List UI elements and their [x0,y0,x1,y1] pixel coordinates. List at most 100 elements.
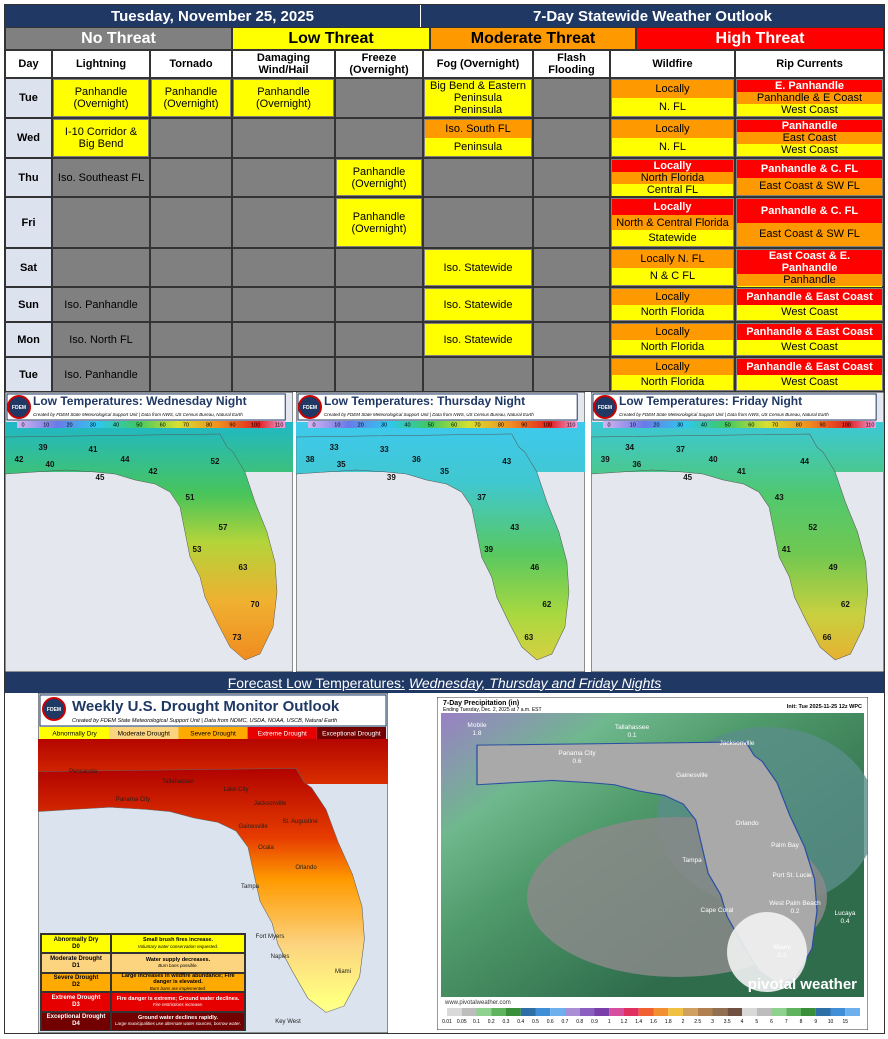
threat-cell: Big Bend & Eastern Peninsula Peninsula [423,78,533,118]
threat-text: North Florida [612,172,733,184]
scale-label: 60 [451,423,457,429]
scale-swatch [653,1008,669,1016]
threat-text: Iso. Statewide [425,250,531,285]
scale-label: 110 [275,423,284,429]
column-header: Tornado [150,50,232,78]
scale-label: 10 [43,423,49,429]
threat-cell: Panhandle & East Coast West Coast [735,357,884,392]
threat-cell [335,78,423,118]
scale-swatch [786,1008,801,1016]
city-label: Key West [275,1019,301,1025]
logo [7,395,31,419]
florida [38,768,365,1013]
threat-text: N & C FL [612,267,733,285]
category-label: Moderate Drought [118,731,171,738]
legend-impact: Ground water declines rapidly. [138,1015,218,1022]
threat-cell: Iso. North FL [52,322,150,357]
threat-text: Locally [612,80,733,98]
threat-cell: Iso. Statewide [423,287,533,322]
category-swatch [109,727,179,739]
threat-cell [335,248,423,287]
threat-cell: Iso. Statewide [423,322,533,357]
threat-cell [150,118,232,158]
temperature-label: 37 [676,445,685,454]
threat-cell: Locally North Florida Central FL [610,158,735,197]
temperature-label: 62 [542,600,551,609]
city-label: Tampa [241,884,260,890]
scale-label: 60 [748,423,754,429]
threat-text: Peninsula [425,104,531,116]
temperature-label: 41 [89,445,98,454]
scale-label: 8 [800,1019,803,1025]
city-label: St. Augustine [282,819,318,825]
scale-swatch [476,1008,492,1016]
temperature-label: 36 [632,460,641,469]
title-banner: 7-Day Statewide Weather Outlook [420,5,884,27]
legend-impact: Large increases in wildfire abundance; F… [121,973,235,986]
scale-bar [603,421,876,428]
temperature-label: 44 [121,455,130,464]
scale-label: 5 [755,1019,758,1025]
threat-cell: Iso. Southeast FL [52,158,150,197]
scale-swatch [756,1008,772,1016]
threat-cell [533,322,610,357]
scale-swatch [461,1008,477,1016]
scale-label: 60 [160,423,166,429]
threat-text: North Florida [612,304,733,320]
logo [42,697,66,721]
drought-legend: Abnormally Dry D0 Small brush fires increa… [40,933,246,1031]
legend-note: Large municipalities use alternate water… [115,1021,241,1027]
threat-cell: Iso. South FL Peninsula [423,118,533,158]
scale-label: 0 [607,423,610,429]
city-amount: 0.2 [777,952,786,959]
city-label: Tallahassee [615,724,650,731]
temperature-label: 53 [193,545,202,554]
scale-label: 7 [785,1019,788,1025]
threat-text: Iso. Statewide [425,324,531,355]
scale-swatch [520,1008,536,1016]
place-label: Cape Coral [701,907,734,914]
temperature-label: 45 [683,473,692,482]
category-label: Abnormally Dry [52,731,97,738]
temperature-label: 35 [337,460,346,469]
temperature-label: 66 [823,633,832,642]
category-swatch [178,727,248,739]
threat-text: West Coast [737,304,882,320]
scale-swatch [550,1008,565,1016]
scale-label: 0.4 [517,1019,524,1025]
place-label: Gainesville [676,772,708,779]
scale-label: 0.05 [457,1019,467,1025]
scale-swatch [845,1008,860,1016]
precip-subtitle: Ending Tuesday, Dec. 2, 2025 at 7 a.m. E… [443,707,542,713]
threat-text: Panhandle (Overnight) [234,80,333,116]
category-swatch [247,727,317,739]
scale-swatch [609,1008,624,1016]
column-header: Day [5,50,52,78]
scale-swatch [638,1008,654,1016]
threat-text: Panhandle & East Coast [737,289,882,305]
scale-label: 30 [381,423,387,429]
threat-cell [150,197,232,248]
day-cell: Sat [5,248,52,287]
threat-text: Locally N. FL [612,250,733,268]
city-label: Gainesville [238,824,268,830]
temperature-label: 40 [709,455,718,464]
place-label: Palm Bay [771,842,800,849]
day-cell: Wed [5,118,52,158]
logo-text: FDEM [12,405,26,411]
threat-cell [533,78,610,118]
threat-text: Peninsula [425,138,531,156]
threat-text: Panhandle & East Coast [737,324,882,340]
scale-swatch [624,1008,639,1016]
caption-nights: Wednesday, Thursday and Friday Nights [408,674,662,691]
scale-swatch [801,1008,816,1016]
threat-text: North Florida [612,339,733,355]
threat-text: Iso. South FL [425,120,531,138]
scale-label: 9 [814,1019,817,1025]
threat-text: Locally [612,289,733,305]
threat-cell: Locally N. FL [610,118,735,158]
scale-swatch [727,1008,742,1016]
day-cell: Mon [5,322,52,357]
scale-swatch [491,1008,506,1016]
threat-text: Panhandle [737,274,882,286]
